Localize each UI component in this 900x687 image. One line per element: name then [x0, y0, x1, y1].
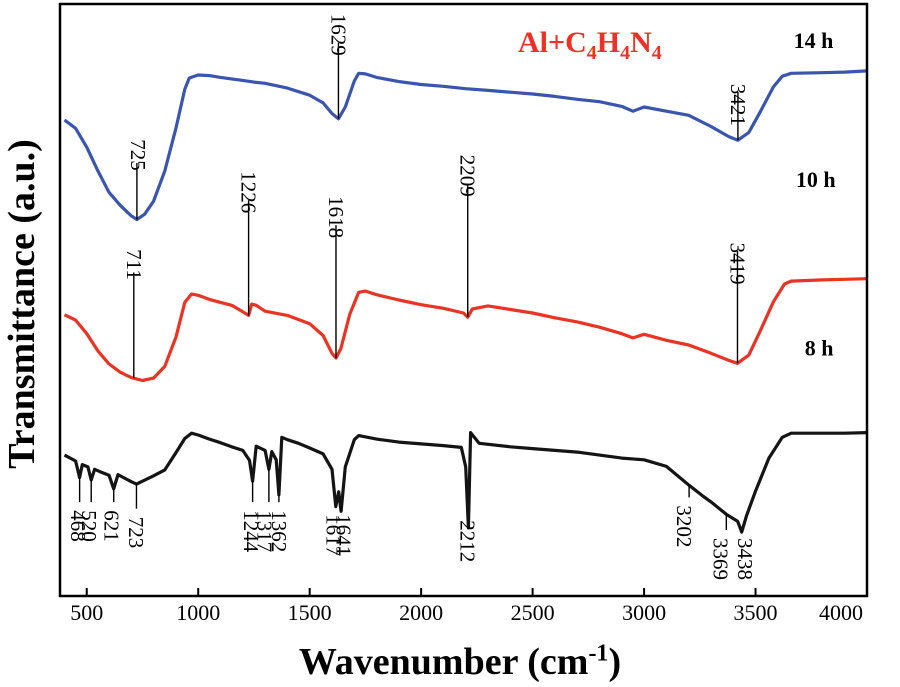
peak-label: 725 — [126, 139, 150, 171]
peak-label: 1244 — [239, 510, 263, 553]
sample-sub: 4 — [620, 42, 631, 64]
peak-label: 2209 — [456, 155, 480, 197]
x-tick-label: 1500 — [288, 600, 332, 625]
peak-label: 1362 — [267, 510, 291, 552]
peak-label: 3369 — [708, 538, 732, 580]
peak-label: 621 — [100, 510, 124, 542]
peak-label: 1617 — [321, 514, 345, 556]
x-axis-label-text: Wavenumber (cm — [298, 641, 589, 683]
peak-label: 3202 — [672, 505, 696, 547]
series-line-10h — [63, 277, 868, 383]
series-name-label: 10 h — [796, 167, 836, 192]
sample-sub: 4 — [586, 42, 597, 64]
x-tick-label: 3000 — [622, 600, 666, 625]
x-axis-label-exponent: -1 — [588, 640, 609, 667]
x-tick-label: 3500 — [734, 600, 778, 625]
sample-sub: 4 — [651, 42, 662, 64]
x-tick-label: 2000 — [399, 600, 443, 625]
sample-annotation: Al+C4H4N4 — [518, 26, 662, 65]
series-layer — [63, 69, 868, 534]
peak-label: 1226 — [237, 171, 261, 213]
x-tick-label: 4000 — [819, 600, 863, 625]
series-line-8h — [63, 431, 868, 534]
sample-part: N — [630, 26, 652, 59]
peak-label: 3438 — [733, 538, 757, 580]
y-axis-label: Transmittance (a.u.) — [1, 139, 43, 469]
peak-label: 2212 — [456, 520, 480, 562]
peak-label: 1629 — [326, 14, 350, 56]
series-name-label: 14 h — [794, 28, 834, 53]
peak-label: 723 — [124, 517, 148, 549]
plot-frame — [58, 2, 869, 598]
x-tick-label: 1000 — [176, 600, 220, 625]
x-tick-label: 500 — [70, 600, 103, 625]
series-name-label: 8 h — [805, 336, 834, 361]
peak-label: 711 — [122, 249, 146, 280]
peak-label: 1317 — [253, 510, 277, 552]
sample-part: H — [596, 26, 621, 59]
x-axis-label: Wavenumber (cm-1) — [250, 640, 670, 684]
peak-label: 3421 — [726, 84, 750, 126]
peak-label: 468 — [66, 510, 90, 542]
peak-label: 3419 — [726, 243, 750, 285]
x-tick-label: 2500 — [511, 600, 555, 625]
series-name-labels: 14 h 10 h 8 h — [794, 28, 836, 361]
peak-label: 520 — [77, 510, 101, 542]
x-axis-ticks: 500 1000 1500 2000 2500 3000 3500 4000 — [70, 588, 868, 625]
peak-label: 1641 — [332, 514, 356, 556]
peak-label: 1618 — [324, 196, 348, 238]
sample-part: Al+C — [518, 26, 587, 59]
series-line-14h — [63, 69, 868, 222]
x-axis-label-close: ) — [608, 641, 622, 683]
